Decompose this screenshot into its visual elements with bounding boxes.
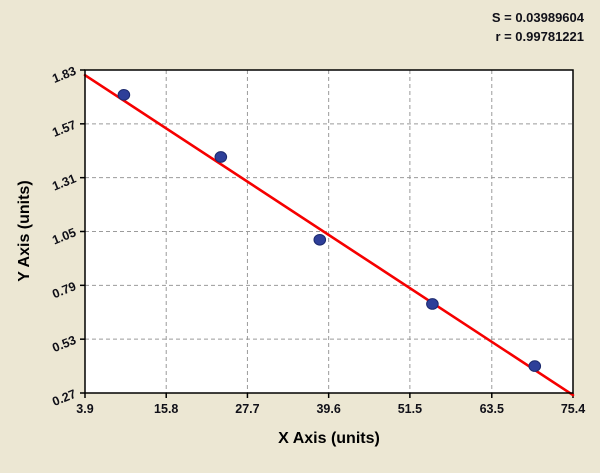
data-point — [214, 151, 228, 163]
r-value: r = 0.99781221 — [495, 29, 584, 44]
data-point — [117, 89, 131, 101]
x-tick-label: 3.9 — [76, 402, 93, 416]
y-tick-label: 0.79 — [50, 279, 78, 301]
x-tick-label: 15.8 — [154, 402, 178, 416]
x-axis-title: X Axis (units) — [278, 430, 380, 447]
y-axis-title: Y Axis (units) — [16, 180, 33, 282]
fit-statistics: S = 0.03989604 r = 0.99781221 — [492, 8, 584, 46]
y-tick-label: 1.31 — [50, 171, 78, 193]
y-tick-label: 1.57 — [50, 118, 78, 140]
x-tick-label: 27.7 — [235, 402, 259, 416]
x-tick-label: 51.5 — [398, 402, 422, 416]
data-point — [313, 233, 327, 246]
s-value: S = 0.03989604 — [491, 10, 584, 25]
data-point — [426, 298, 439, 310]
data-point — [528, 360, 542, 372]
plot-border — [84, 69, 574, 394]
regression-line — [83, 73, 575, 397]
y-tick-label: 0.53 — [50, 333, 78, 355]
y-tick-label: 0.27 — [50, 387, 78, 409]
x-tick-label: 63.5 — [480, 402, 504, 416]
y-tick-label: 1.05 — [50, 225, 78, 247]
x-tick-label: 39.6 — [316, 402, 340, 416]
y-tick-label: 1.83 — [50, 64, 78, 86]
x-tick-label: 75.4 — [561, 402, 585, 416]
